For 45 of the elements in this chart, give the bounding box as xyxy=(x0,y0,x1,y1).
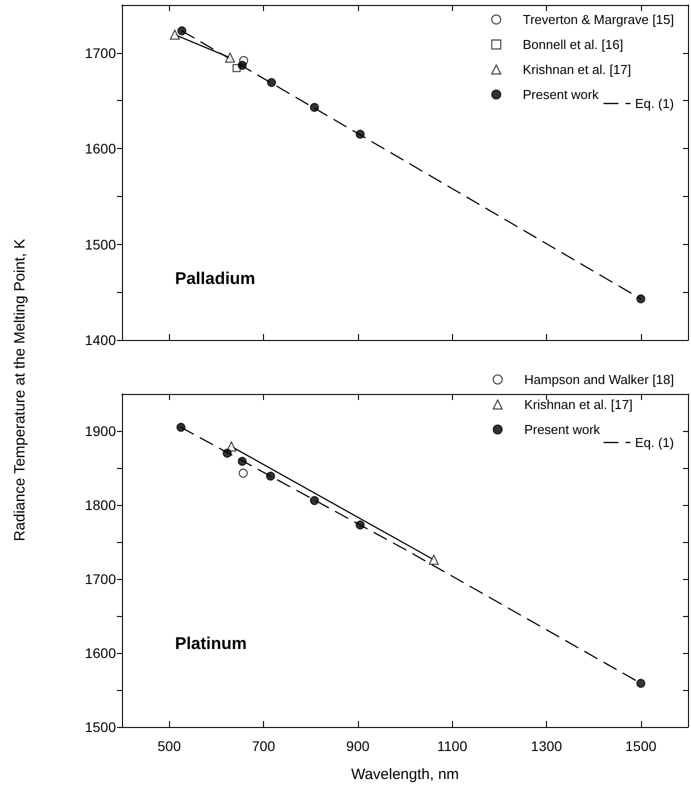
legend-label: Treverton & Margrave [15] xyxy=(522,12,674,27)
point xyxy=(238,456,247,466)
x-tick-label: 700 xyxy=(252,738,276,754)
y-tick-label: 1600 xyxy=(84,645,116,661)
x-tick-label: 500 xyxy=(157,738,182,754)
point xyxy=(428,554,439,565)
point xyxy=(310,496,319,506)
x-axis-title: Wavelength, nm xyxy=(351,766,459,783)
legend-label: Krishnan et al. [17] xyxy=(522,62,632,77)
point xyxy=(636,678,646,688)
point xyxy=(266,472,276,481)
annotation: Platinum xyxy=(175,634,247,653)
x-tick-label: 1500 xyxy=(625,738,657,754)
legend-label: Eq. (1) xyxy=(634,96,674,111)
point xyxy=(177,26,186,36)
legend-label: Present work xyxy=(524,422,601,437)
y-tick-label: 1800 xyxy=(84,497,116,513)
y-tick-label: 1600 xyxy=(84,140,116,157)
point xyxy=(636,294,646,304)
point xyxy=(356,130,365,139)
point xyxy=(238,60,247,70)
legend-label: Bonnell et al. [16] xyxy=(522,37,624,52)
x-tick-label: 900 xyxy=(346,738,370,754)
legend-label: Krishnan et al. [17] xyxy=(524,397,633,412)
y-axis-title: Radiance Temperature at the Melting Point, K xyxy=(12,238,28,542)
x-tick-label: 1300 xyxy=(530,738,562,754)
annotation: Palladium xyxy=(175,269,256,288)
point xyxy=(222,448,232,458)
point xyxy=(170,30,180,40)
point xyxy=(176,422,186,432)
point xyxy=(225,52,236,63)
y-tick-label: 1700 xyxy=(84,571,116,587)
legend-label: Hampson and Walker [18] xyxy=(524,372,674,387)
y-tick-label: 1500 xyxy=(84,236,116,252)
point xyxy=(356,520,365,530)
point xyxy=(267,78,276,88)
point xyxy=(310,102,319,112)
point xyxy=(238,468,248,478)
x-tick-label: 1100 xyxy=(437,738,468,754)
legend-label: Eq. (1) xyxy=(634,435,674,450)
y-tick-label: 1900 xyxy=(84,423,116,439)
y-tick-label: 1400 xyxy=(84,332,116,348)
legend-label: Present work xyxy=(522,87,600,102)
y-tick-label: 1700 xyxy=(84,44,116,61)
y-tick-label: 1500 xyxy=(84,719,116,735)
